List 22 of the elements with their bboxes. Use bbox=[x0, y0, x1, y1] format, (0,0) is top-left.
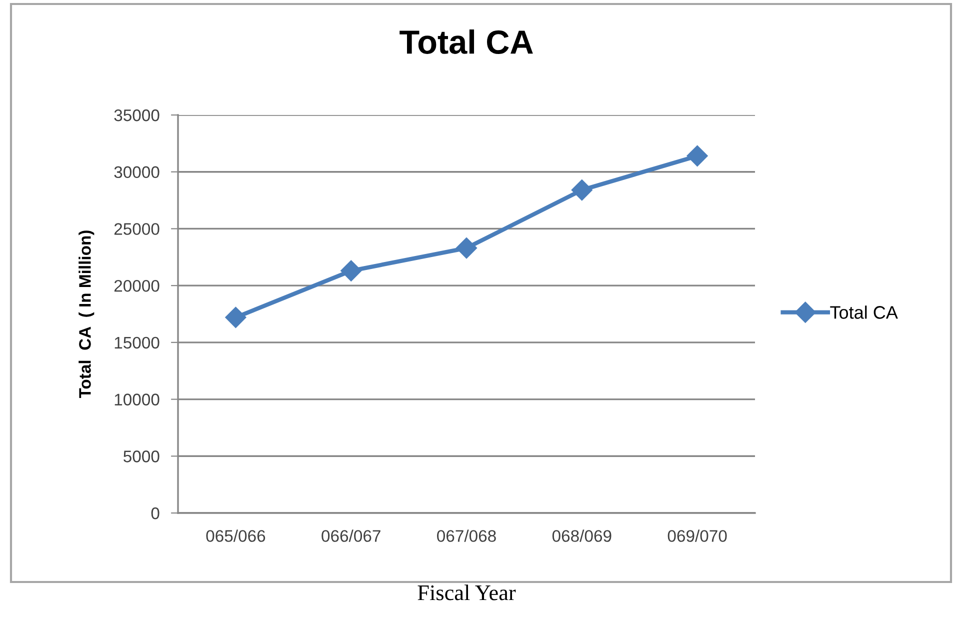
y-tick-label: 25000 bbox=[114, 223, 160, 235]
chart-title: Total CA bbox=[400, 29, 533, 54]
y-tick-label: 15000 bbox=[114, 336, 160, 349]
y-tick-label: 0 bbox=[151, 507, 160, 520]
point bbox=[686, 145, 708, 166]
x-tick-label: 069/070 bbox=[668, 530, 727, 542]
x-tick-label: 068/069 bbox=[552, 530, 612, 542]
point bbox=[340, 260, 362, 282]
x-axis-title: Fiscal Year bbox=[418, 584, 516, 600]
y-axis-title: Total CA ( In Million) bbox=[78, 230, 94, 398]
point bbox=[225, 306, 246, 328]
x-tick-label: 067/068 bbox=[437, 530, 496, 542]
y-tick-label: 35000 bbox=[114, 109, 160, 122]
y-tick-label: 10000 bbox=[114, 394, 160, 406]
x-tick-label: 065/066 bbox=[206, 530, 266, 542]
point bbox=[571, 180, 592, 201]
y-tick-label: 20000 bbox=[114, 280, 160, 292]
legend-label: Total CA bbox=[830, 306, 898, 319]
point bbox=[456, 238, 478, 259]
x-tick-label: 066/067 bbox=[322, 530, 380, 542]
y-tick-label: 5000 bbox=[124, 450, 160, 462]
y-tick-label: 30000 bbox=[114, 166, 160, 178]
